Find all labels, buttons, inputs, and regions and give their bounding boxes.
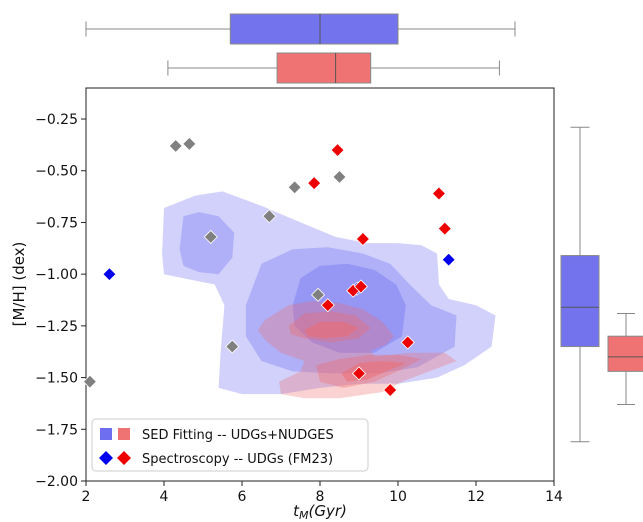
y-tick-label-3: −1.25 [35,319,78,335]
point-blue-0 [102,267,117,282]
right-boxplot-red-box [607,335,643,372]
point-red-10 [437,221,452,236]
legend-marker-spec-red [117,451,131,465]
right-boxplot-blue [560,126,600,443]
x-tick-label-14: 14 [545,489,563,505]
legend-marker-sed-blue [100,428,112,440]
x-tick-label-4: 4 [160,489,169,505]
y-tick-label-4: −1.00 [35,267,78,283]
kde-red-level-0 [257,301,457,399]
y-tick-label-1: −1.75 [35,422,78,438]
x-axis-label: tM(Gyr) [293,502,347,522]
y-tick-label-7: −0.25 [35,112,78,128]
point-gray-8 [332,169,347,185]
legend-marker-sed-red [118,428,130,440]
right-marginal-boxplots [560,126,643,443]
y-tick-label-0: −2.00 [35,474,78,490]
y-axis-ticks: −2.00 −1.75 −1.50 −1.25 −1.00 −0.75 −0.50 −0.25 [35,112,86,490]
point-gray-1 [168,138,183,153]
y-tick-label-6: −0.50 [35,164,78,180]
point-gray-3 [203,229,218,244]
point-gray-6 [287,180,302,195]
main-plot-area: 2 4 6 8 10 12 14 −2.00 −1.75 −1.50 −1.25 −1.00 −0.7… [35,87,563,505]
x-tick-label-6: 6 [238,489,247,505]
kde-blue-level-1 [179,212,235,275]
point-gray-2 [182,136,197,151]
point-red-1 [320,298,335,313]
kde-red-level-3 [304,321,359,339]
scatter-points [82,136,456,398]
point-gray-0 [82,374,97,389]
point-red-2 [330,142,345,158]
x-tick-label-10: 10 [389,489,407,505]
top-marginal-boxplots [85,13,516,84]
top-boxplot-red [167,52,500,84]
x-axis-label-main: t [293,502,300,520]
y-axis-label: [M/H] (dex) [10,242,28,327]
point-red-5 [355,231,370,247]
point-gray-7 [310,287,326,302]
x-axis-ticks: 2 4 6 8 10 12 14 [82,481,563,505]
legend-marker-spec-blue [99,451,113,465]
point-gray-5 [262,209,277,224]
x-axis-label-unit: (Gyr) [309,502,347,520]
y-tick-label-5: −0.75 [35,215,78,231]
x-tick-label-8: 8 [316,489,325,505]
legend-frame [91,418,369,472]
top-boxplot-blue [85,13,516,45]
x-axis-label-subscript: M [299,509,309,522]
point-blue-2 [441,252,456,267]
plot-frame [85,87,555,482]
top-boxplot-red-box [276,52,372,84]
y-tick-label-2: −1.50 [35,371,78,387]
point-red-7 [383,382,398,398]
right-boxplot-blue-box [560,255,600,348]
legend-label-spec: Spectroscopy -- UDGs (FM23) [142,452,333,467]
point-red-4 [353,279,369,294]
point-gray-4 [225,339,240,354]
x-tick-label-2: 2 [82,489,91,505]
legend-label-sed: SED Fitting -- UDGs+NUDGES [142,428,334,443]
point-red-8 [400,335,415,350]
point-red-6 [351,366,367,381]
point-red-0 [307,176,322,191]
top-boxplot-blue-box [229,13,399,45]
right-boxplot-red [607,312,643,405]
point-red-9 [431,186,447,201]
x-tick-label-12: 12 [467,489,485,505]
kde-red-contours [257,301,457,399]
legend: SED Fitting -- UDGs+NUDGES Spectroscopy … [91,418,369,472]
